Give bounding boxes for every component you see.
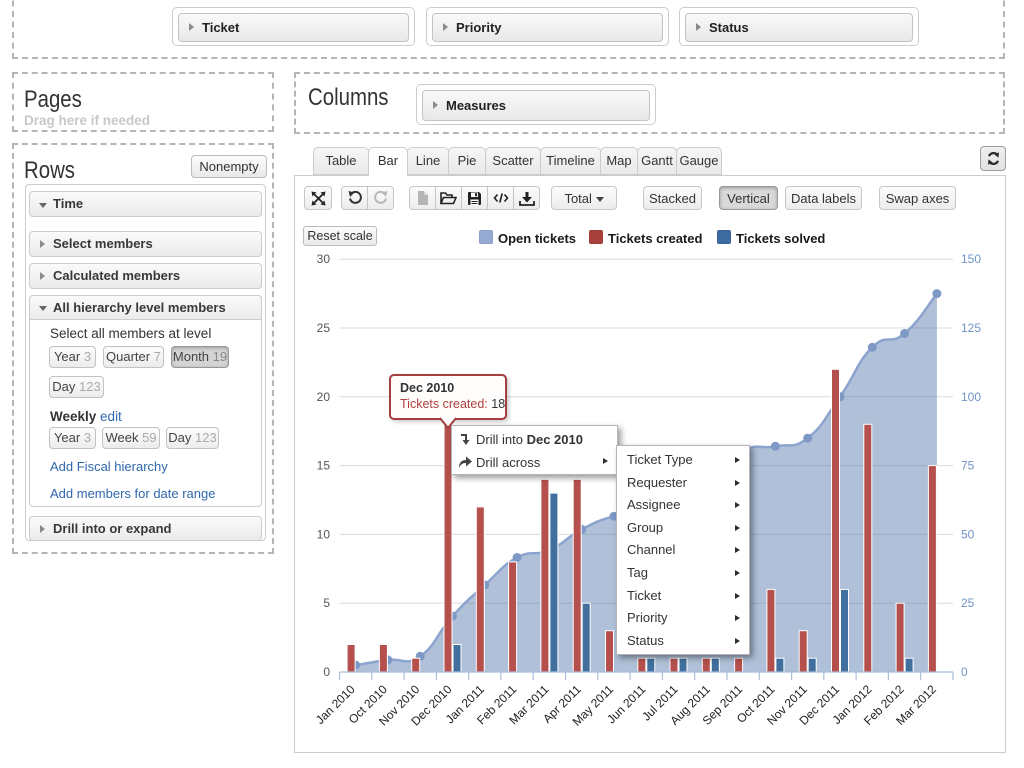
svg-text:15: 15	[317, 459, 331, 473]
svg-text:75: 75	[961, 459, 975, 473]
svg-text:25: 25	[317, 321, 331, 335]
svg-text:125: 125	[961, 321, 981, 335]
svg-text:20: 20	[317, 390, 331, 404]
svg-text:10: 10	[317, 527, 331, 541]
svg-text:30: 30	[317, 252, 331, 266]
svg-text:0: 0	[323, 665, 330, 679]
svg-text:150: 150	[961, 252, 981, 266]
svg-text:5: 5	[323, 596, 330, 610]
svg-text:100: 100	[961, 390, 981, 404]
svg-text:50: 50	[961, 527, 975, 541]
svg-text:0: 0	[961, 665, 968, 679]
svg-text:25: 25	[961, 596, 975, 610]
